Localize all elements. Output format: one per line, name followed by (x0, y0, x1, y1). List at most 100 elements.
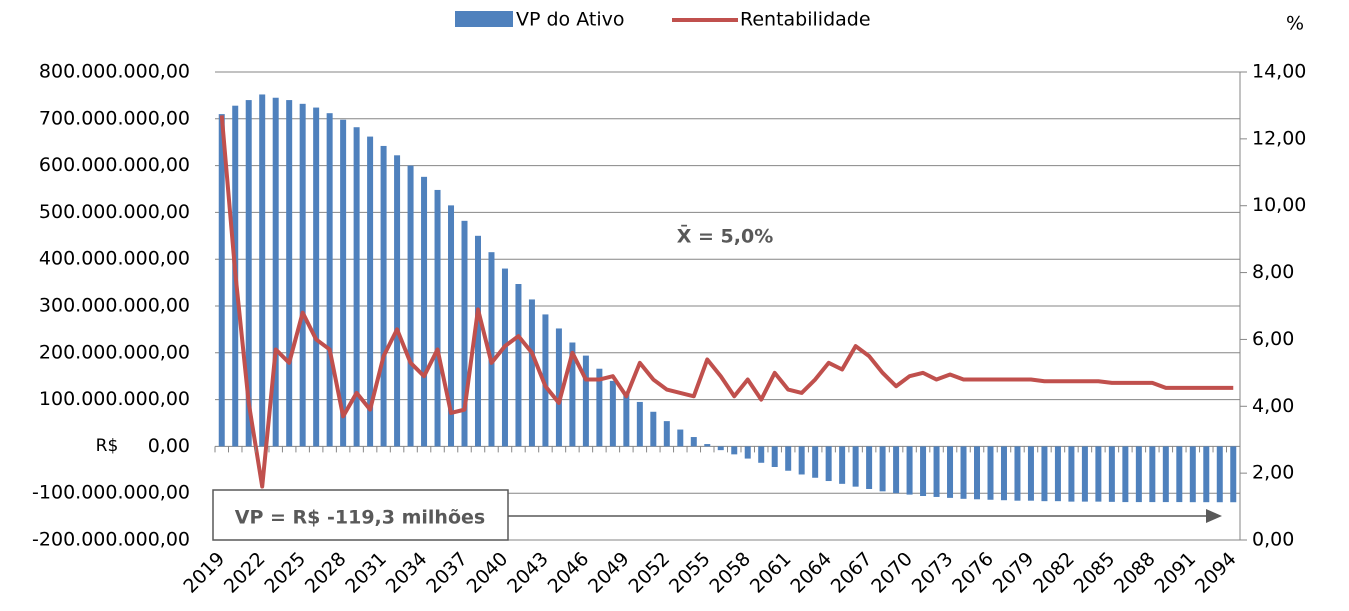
bar (501, 268, 508, 447)
bar (1068, 446, 1075, 502)
bar (677, 429, 684, 447)
bar (461, 220, 468, 447)
bar (272, 97, 279, 447)
y-tick-label: 300.000.000,00 (39, 295, 190, 317)
bar (798, 446, 805, 475)
bar (636, 401, 643, 447)
bar (286, 100, 293, 447)
bar (1149, 446, 1156, 503)
bar (744, 446, 751, 459)
bar (367, 136, 374, 447)
x-tick-label: 2094 (1191, 548, 1241, 598)
bar (1216, 446, 1223, 503)
bar (704, 444, 711, 447)
bar (1203, 446, 1210, 503)
y-tick-label: 700.000.000,00 (39, 107, 190, 129)
bar (812, 446, 819, 478)
bar (758, 446, 765, 463)
bar (1176, 446, 1183, 503)
x-tick-label: 2040 (463, 548, 513, 598)
bar (987, 446, 994, 500)
bar (879, 446, 886, 492)
legend-label: Rentabilidade (740, 9, 871, 31)
bar (1027, 446, 1034, 501)
y-tick-label: -100.000.000,00 (32, 482, 190, 504)
x-tick-label: 2043 (503, 548, 553, 598)
bar (245, 100, 252, 447)
bar (353, 127, 360, 447)
y-tick-label: 0,00 (148, 435, 190, 457)
bar (313, 107, 320, 447)
y-tick-label: -200.000.000,00 (32, 529, 190, 551)
x-tick-label: 2091 (1150, 548, 1200, 598)
bar (825, 446, 832, 482)
bar (893, 446, 900, 494)
bar (717, 446, 724, 451)
bar (866, 446, 873, 489)
mean-annotation: X̄ = 5,0% (677, 224, 774, 247)
x-tick-label: 2088 (1110, 548, 1160, 598)
bar (1135, 446, 1142, 503)
bar (947, 446, 954, 498)
bar (663, 421, 670, 447)
y-unit: R$ (96, 436, 119, 456)
bar (1162, 446, 1169, 503)
x-tick-label: 2070 (867, 548, 917, 598)
bar (839, 446, 846, 484)
x-tick-label: 2046 (544, 548, 594, 598)
bar (623, 391, 630, 447)
y-tick-label: 600.000.000,00 (39, 154, 190, 176)
bar (1041, 446, 1048, 502)
bar (326, 113, 333, 447)
bar (380, 145, 387, 447)
y2-tick-label: 8,00 (1252, 261, 1294, 283)
x-tick-label: 2025 (260, 548, 310, 598)
y2-tick-label: 0,00 (1252, 529, 1294, 551)
x-tick-label: 2028 (301, 548, 351, 598)
x-tick-label: 2049 (584, 548, 634, 598)
x-tick-label: 2031 (341, 548, 391, 598)
bar (1081, 446, 1088, 502)
x-tick-label: 2037 (422, 548, 472, 598)
x-tick-label: 2064 (786, 548, 836, 598)
y2-tick-label: 6,00 (1252, 328, 1294, 350)
bar (528, 299, 535, 447)
bar (906, 446, 913, 495)
y2-tick-label: 2,00 (1252, 462, 1294, 484)
bar (299, 103, 306, 447)
bar (1054, 446, 1061, 502)
x-tick-label: 2055 (665, 548, 715, 598)
bar (555, 328, 562, 447)
bar (582, 355, 589, 447)
vp-annotation: VP = R$ -119,3 milhões (235, 507, 485, 529)
annotation-box (212, 489, 509, 541)
bar (569, 342, 576, 447)
bar (218, 114, 225, 447)
legend-label: VP do Ativo (516, 9, 624, 31)
bar (1108, 446, 1115, 502)
x-tick-label: 2052 (624, 548, 674, 598)
y2-tick-label: 14,00 (1252, 61, 1306, 83)
bar (785, 446, 792, 471)
bar (690, 437, 697, 447)
bar (1189, 446, 1196, 503)
bar (771, 446, 778, 467)
x-tick-label: 2022 (220, 548, 270, 598)
y2-unit: % (1286, 13, 1304, 35)
y-tick-label: 400.000.000,00 (39, 248, 190, 270)
y-tick-label: 200.000.000,00 (39, 341, 190, 363)
bar (609, 380, 616, 447)
x-tick-label: 2076 (948, 548, 998, 598)
bar (933, 446, 940, 497)
bar (488, 252, 495, 447)
bar (542, 314, 549, 447)
bar (515, 284, 522, 447)
x-tick-label: 2061 (746, 548, 796, 598)
bar (259, 94, 266, 447)
x-tick-label: 2019 (179, 548, 229, 598)
bar (421, 176, 428, 447)
bar (448, 205, 455, 447)
bar (596, 368, 603, 447)
x-tick-label: 2073 (908, 548, 958, 598)
